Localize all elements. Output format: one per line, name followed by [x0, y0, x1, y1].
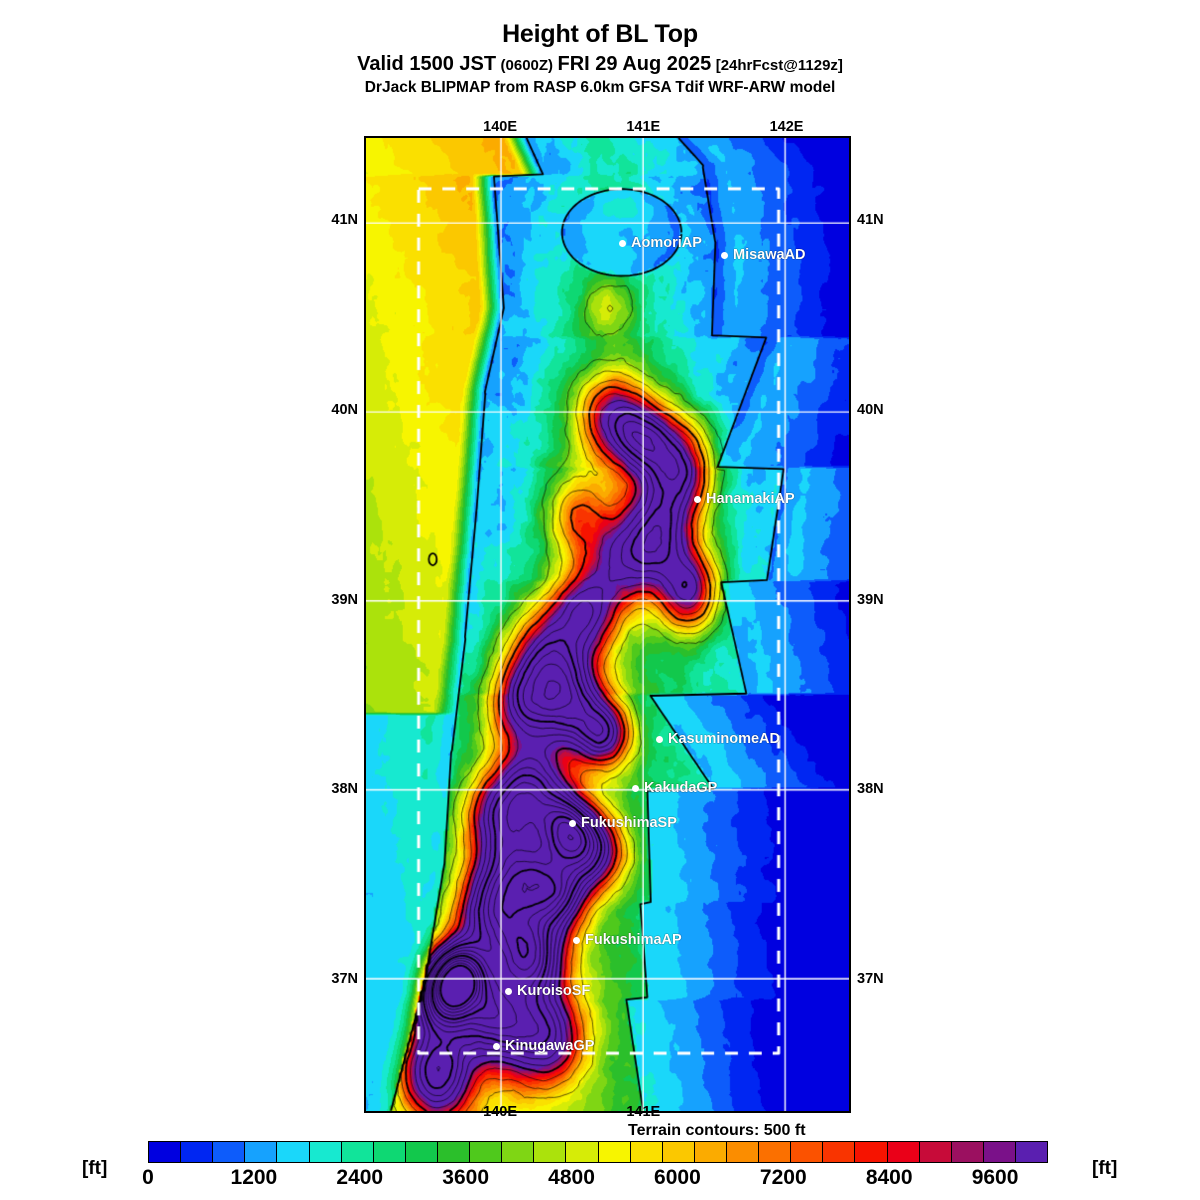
- station-label: HanamakiAP: [706, 491, 795, 507]
- colorbar-swatch: [791, 1142, 824, 1162]
- colorbar-swatch: [726, 1142, 760, 1162]
- axis-tick-label: 41N: [857, 212, 884, 229]
- valid-time-line: Valid 1500 JST (0600Z) FRI 29 Aug 2025 […: [0, 53, 1200, 76]
- colorbar-swatch: [1015, 1142, 1048, 1162]
- colorbar-tick-label: 6000: [654, 1166, 701, 1189]
- station-label: KuroisoSF: [517, 983, 591, 999]
- colorbar-tick-label: 2400: [336, 1166, 384, 1189]
- station-dot-icon: [573, 936, 580, 944]
- station-marker[interactable]: KakudaGP: [632, 780, 717, 796]
- colorbar-tick-label: 0: [142, 1166, 154, 1189]
- station-marker[interactable]: KinugawaGP: [493, 1038, 594, 1054]
- station-dot-icon: [569, 819, 576, 827]
- station-marker[interactable]: HanamakiAP: [694, 491, 795, 507]
- colorbar-swatch: [823, 1142, 856, 1162]
- colorbar-swatch: [983, 1142, 1016, 1162]
- colorbar-swatch: [566, 1142, 599, 1162]
- station-label: MisawaAD: [733, 247, 806, 263]
- axis-tick-label: 37N: [857, 971, 884, 988]
- station-label: KakudaGP: [644, 780, 718, 796]
- axis-tick-label: 140E: [483, 119, 517, 135]
- axis-tick-label: 39N: [331, 591, 358, 608]
- valid-time-prefix: Valid 1500 JST: [357, 53, 497, 75]
- axis-tick-label: 41N: [331, 212, 358, 229]
- colorbar-swatch: [630, 1142, 663, 1162]
- colorbar-swatch: [149, 1142, 182, 1162]
- colorbar-swatch: [341, 1142, 374, 1162]
- colorbar-swatch: [919, 1142, 952, 1162]
- axis-tick-label: 142E: [769, 119, 804, 135]
- station-dot-icon: [632, 784, 639, 792]
- colorbar-swatch: [405, 1142, 438, 1162]
- valid-date: FRI 29 Aug 2025: [557, 53, 712, 75]
- axis-tick-label: 40N: [857, 402, 884, 419]
- axis-tick-label: 38N: [331, 781, 358, 798]
- station-label: AomoriAP: [631, 235, 702, 251]
- axis-tick-label: 141E: [626, 119, 661, 135]
- colorbar-tick-label: 8400: [865, 1166, 913, 1189]
- terrain-contour-note: Terrain contours: 500 ft: [628, 1122, 806, 1139]
- colorbar-unit-right: [ft]: [1092, 1158, 1118, 1179]
- colorbar-swatch: [277, 1142, 310, 1162]
- station-marker[interactable]: AomoriAP: [619, 235, 702, 251]
- axis-tick-label: 39N: [857, 591, 884, 608]
- colorbar-swatch: [887, 1142, 920, 1162]
- valid-time-utc: (0600Z): [500, 57, 554, 74]
- station-dot-icon: [619, 239, 626, 247]
- colorbar-swatch: [534, 1142, 567, 1162]
- colorbar-swatch: [598, 1142, 631, 1162]
- colorbar-swatch: [694, 1142, 727, 1162]
- colorbar-swatch: [502, 1142, 535, 1162]
- axis-tick-label: 140E: [483, 1104, 517, 1120]
- colorbar-tick-label: 9600: [971, 1166, 1019, 1189]
- colorbar-swatch: [309, 1142, 342, 1162]
- colorbar-swatch: [855, 1142, 888, 1162]
- colorbar-swatch: [662, 1142, 695, 1162]
- station-dot-icon: [505, 987, 512, 995]
- colorbar-swatch: [437, 1142, 471, 1162]
- colorbar-swatch: [951, 1142, 984, 1162]
- bl-top-height-heatmap[interactable]: [366, 138, 849, 1111]
- station-dot-icon: [694, 495, 701, 503]
- station-dot-icon: [721, 251, 728, 259]
- station-marker[interactable]: KuroisoSF: [505, 983, 590, 999]
- station-label: FukushimaSP: [581, 815, 677, 831]
- colorbar-tick-label: 4800: [548, 1166, 595, 1189]
- colorbar-swatch: [213, 1142, 246, 1162]
- station-label: KasuminomeAD: [668, 731, 780, 747]
- page-title: Height of BL Top: [502, 20, 698, 48]
- axis-tick-label: 38N: [857, 781, 884, 798]
- colorbar-swatch: [470, 1142, 503, 1162]
- forecast-tag: [24hrFcst@1129z]: [715, 57, 843, 74]
- colorbar[interactable]: [148, 1141, 1048, 1163]
- colorbar-swatch: [245, 1142, 278, 1162]
- header: Height of BL Top Valid 1500 JST (0600Z) …: [0, 0, 1200, 97]
- colorbar-swatch: [759, 1142, 792, 1162]
- station-dot-icon: [656, 735, 663, 743]
- colorbar-unit-left: [ft]: [82, 1158, 108, 1179]
- colorbar-tick-label: 7200: [759, 1166, 807, 1189]
- station-marker[interactable]: MisawaAD: [721, 247, 806, 263]
- colorbar-tick-label: 1200: [230, 1166, 278, 1189]
- station-marker[interactable]: FukushimaSP: [569, 815, 677, 831]
- station-label: KinugawaGP: [505, 1038, 595, 1054]
- station-marker[interactable]: KasuminomeAD: [656, 731, 780, 747]
- axis-tick-label: 37N: [331, 971, 358, 988]
- colorbar-swatch: [181, 1142, 214, 1162]
- station-marker[interactable]: FukushimaAP: [573, 932, 682, 948]
- axis-tick-label: 40N: [331, 402, 358, 419]
- colorbar-swatch: [373, 1142, 406, 1162]
- model-description: DrJack BLIPMAP from RASP 6.0km GFSA Tdif…: [364, 79, 836, 96]
- colorbar-tick-label: 3600: [442, 1166, 489, 1189]
- map-plot-area[interactable]: AomoriAP MisawaAD HanamakiAP KasuminomeAD Ka…: [364, 136, 851, 1113]
- axis-tick-label: 141E: [626, 1104, 661, 1120]
- station-label: FukushimaAP: [585, 932, 682, 948]
- station-dot-icon: [493, 1042, 500, 1050]
